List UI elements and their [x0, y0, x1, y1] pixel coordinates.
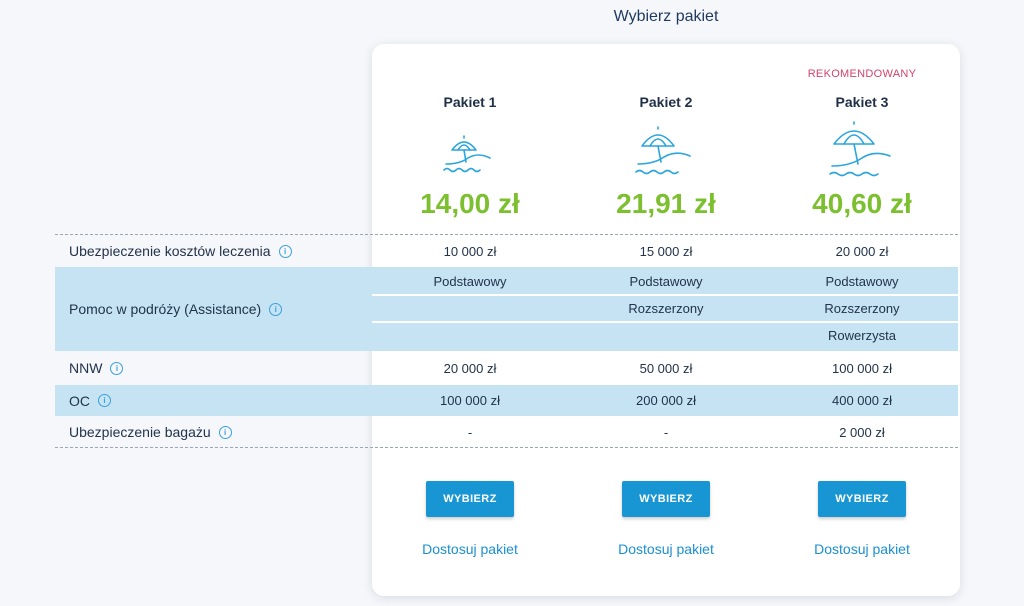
luggage-value-1: - — [467, 425, 473, 440]
info-icon[interactable]: i — [98, 394, 111, 407]
info-icon[interactable]: i — [110, 361, 124, 375]
row-label-medical: Ubezpieczenie kosztów leczenia — [69, 243, 271, 259]
oc-value-1: 100 000 zł — [440, 393, 500, 408]
row-label-nnw: NNW — [69, 360, 103, 376]
luggage-value-3: 2 000 zł — [839, 425, 885, 440]
table-top-divider — [55, 234, 958, 235]
medical-value-2: 15 000 zł — [639, 244, 693, 259]
oc-value-3: 400 000 zł — [832, 393, 892, 408]
choose-package-2-button[interactable]: WYBIERZ — [622, 481, 710, 517]
table-bottom-divider — [55, 447, 958, 448]
assistance-value-1-1: Podstawowy — [433, 274, 507, 289]
nnw-value-2: 50 000 zł — [639, 361, 693, 376]
recommended-badge: REKOMENDOWANY — [807, 68, 917, 80]
medical-value-1: 10 000 zł — [443, 244, 497, 259]
row-label-assistance: Pomoc w podróży (Assistance) — [69, 301, 262, 317]
assistance-value-2-2: Rozszerzony — [628, 301, 704, 316]
info-icon[interactable]: i — [269, 302, 283, 316]
customize-package-1-link[interactable]: Dostosuj pakiet — [422, 541, 518, 557]
beach-umbrella-icon — [829, 121, 891, 177]
assistance-subdivider — [372, 294, 960, 296]
info-icon[interactable]: i — [218, 425, 232, 439]
luggage-value-2: - — [663, 425, 669, 440]
assistance-value-3-2: Rozszerzony — [824, 301, 900, 316]
table-row-nnw: NNW i — [55, 352, 958, 384]
assistance-subdivider — [372, 321, 960, 323]
page-title: Wybierz pakiet — [613, 8, 719, 25]
customize-package-2-link[interactable]: Dostosuj pakiet — [618, 541, 714, 557]
assistance-value-3-1: Podstawowy — [825, 274, 899, 289]
choose-package-3-button[interactable]: WYBIERZ — [818, 481, 906, 517]
beach-umbrella-icon — [443, 135, 491, 173]
table-row-medical: Ubezpieczenie kosztów leczenia i — [55, 236, 958, 266]
package-3-name: Pakiet 3 — [835, 94, 889, 110]
oc-value-2: 200 000 zł — [636, 393, 696, 408]
package-3-price: 40,60 zł — [812, 188, 912, 219]
nnw-value-3: 100 000 zł — [832, 361, 892, 376]
nnw-value-1: 20 000 zł — [443, 361, 497, 376]
table-row-oc: OC i — [55, 385, 958, 416]
assistance-value-3-3: Rowerzysta — [828, 328, 896, 343]
package-1-price: 14,00 zł — [420, 188, 520, 219]
package-1-name: Pakiet 1 — [443, 94, 497, 110]
assistance-value-2-1: Podstawowy — [629, 274, 703, 289]
medical-value-3: 20 000 zł — [835, 244, 889, 259]
table-row-assistance: Pomoc w podróży (Assistance) i — [55, 267, 958, 351]
row-label-oc: OC — [69, 392, 90, 409]
customize-package-3-link[interactable]: Dostosuj pakiet — [814, 541, 910, 557]
package-2-price: 21,91 zł — [616, 188, 716, 219]
choose-package-1-button[interactable]: WYBIERZ — [426, 481, 514, 517]
row-label-luggage: Ubezpieczenie bagażu — [69, 424, 211, 440]
beach-umbrella-icon — [635, 126, 691, 175]
table-row-luggage: Ubezpieczenie bagażu i — [55, 417, 958, 447]
package-2-name: Pakiet 2 — [639, 94, 693, 110]
info-icon[interactable]: i — [278, 244, 292, 258]
